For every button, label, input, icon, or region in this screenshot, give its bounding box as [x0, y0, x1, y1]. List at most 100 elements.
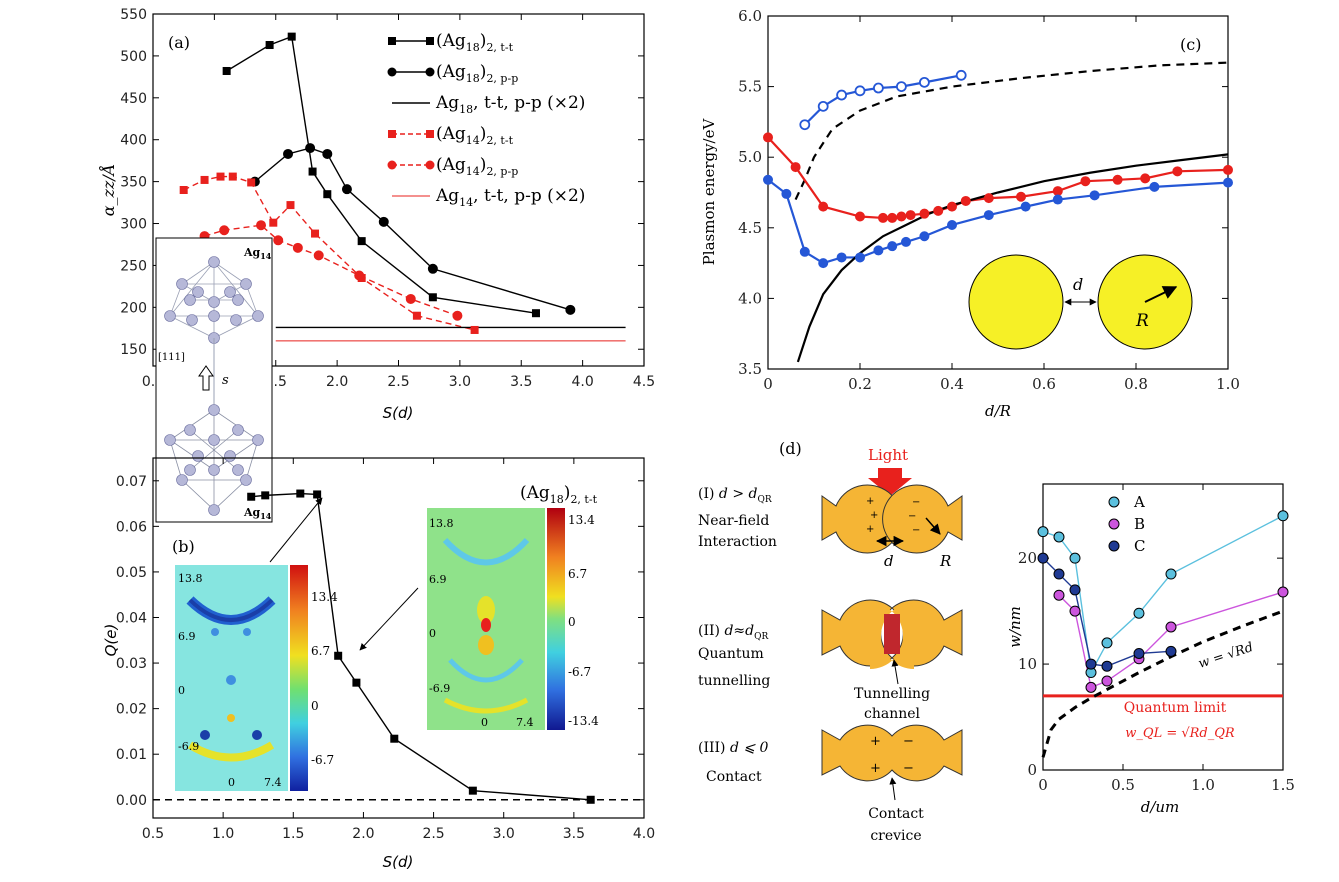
- cluster-inset: Ag14 Ag14 [111] s: [155, 237, 273, 523]
- pointer-arrow-icon: [359, 587, 419, 651]
- y-tick-label: 0: [1027, 761, 1037, 779]
- charge-map-right-ring: [448, 658, 524, 683]
- schematic-row-tunnelling: (II) d≈dQR Quantum tunnelling Tunnelling…: [698, 599, 963, 722]
- data-point: [1053, 568, 1065, 580]
- legend-sub: 18: [459, 103, 473, 116]
- data-point: [1020, 201, 1031, 212]
- y-tick-label: 200: [120, 300, 147, 316]
- legend-marker: [425, 67, 435, 77]
- data-point: [313, 250, 324, 261]
- row-gap-label: d: [884, 552, 894, 570]
- data-point: [412, 311, 421, 320]
- charge-map-right-tick: 0: [481, 716, 488, 729]
- legend-marker: [1108, 540, 1120, 552]
- series-line: [794, 61, 1229, 201]
- data-point: [354, 270, 365, 281]
- panel-d-xlabel: d/um: [1141, 798, 1180, 816]
- cluster-separation-label: s: [222, 373, 229, 388]
- charge-sign: +: [866, 524, 874, 535]
- panel-b-ticks: 0.5 1.0 1.5 2.0 2.5 3.0 3.5 4.0 0.00 0.01 0.02 0.03…: [116, 458, 655, 842]
- data-point: [873, 245, 884, 256]
- atom: [164, 310, 176, 322]
- charge-map-left-cbar-tick: 0: [311, 699, 319, 713]
- dimer-radius-label: R: [1135, 311, 1149, 331]
- data-point: [855, 211, 865, 222]
- data-point: [273, 235, 284, 246]
- legend-text: Ag: [435, 186, 459, 206]
- atom: [240, 474, 252, 486]
- data-point: [427, 263, 438, 274]
- data-point: [817, 100, 829, 112]
- y-tick-label: 300: [120, 217, 147, 233]
- data-point: [200, 175, 209, 184]
- x-tick-label: 0.5: [1111, 776, 1135, 794]
- callout-text: Contact: [868, 806, 924, 822]
- tunnelling-channel: [884, 614, 900, 654]
- x-tick-label: 1.0: [1191, 776, 1215, 794]
- y-tick-label: 500: [120, 49, 147, 65]
- data-point: [1165, 645, 1177, 657]
- data-point: [1053, 589, 1065, 601]
- x-tick-label: 1.0: [1216, 375, 1240, 393]
- charge-map-left-cbar-tick: 6.7: [311, 644, 330, 658]
- x-tick-label: 3.5: [510, 374, 532, 390]
- y-tick-label: 4.5: [738, 219, 762, 237]
- atom: [184, 294, 196, 306]
- series-line: [254, 147, 571, 311]
- data-point: [565, 304, 576, 315]
- charge-map-left-blob: [243, 628, 251, 636]
- y-tick-label: 0.07: [116, 474, 147, 490]
- data-point: [854, 85, 866, 97]
- charge-map-left-blob: [200, 730, 210, 740]
- data-point: [983, 210, 994, 221]
- y-tick-label: 450: [120, 91, 147, 107]
- panel-d-legend: ABC: [1108, 493, 1145, 555]
- panel-b-xlabel: S(d): [383, 853, 414, 871]
- data-point: [887, 241, 898, 252]
- legend-marker: [387, 67, 397, 77]
- y-tick-label: 20: [1018, 549, 1037, 567]
- charge-map-left-blob: [226, 675, 236, 685]
- legend-entry: B: [1134, 515, 1145, 533]
- panel-a-lines: [183, 35, 626, 342]
- legend-marker: [426, 130, 434, 138]
- panel-a-ylabel: α_zz/Å: [98, 164, 118, 217]
- series-line: [767, 136, 1229, 220]
- legend-text: (Ag: [436, 124, 466, 144]
- data-point: [261, 491, 270, 500]
- data-point: [265, 41, 274, 50]
- atom: [192, 286, 204, 298]
- cluster-direction-label: [111]: [158, 352, 185, 363]
- charge-map-left-cbar-tick: 13.4: [311, 590, 338, 604]
- y-tick-label: 5.0: [738, 148, 762, 166]
- legend-entry: C: [1134, 537, 1145, 555]
- legend-entry: (Ag14)2, p-p: [436, 155, 518, 178]
- data-point: [1277, 510, 1289, 522]
- data-point: [790, 162, 801, 173]
- data-point: [468, 786, 477, 795]
- panel-c-label: (c): [1180, 35, 1201, 54]
- data-point: [1277, 586, 1289, 598]
- dimer-gap-label: d: [1073, 275, 1083, 294]
- atom: [208, 464, 220, 476]
- cluster-top-label: Ag14: [243, 246, 272, 261]
- charge-map-left-colorbar: [290, 565, 308, 791]
- panel-b-label: (b): [172, 537, 195, 556]
- data-point: [933, 205, 944, 216]
- data-point: [983, 193, 994, 204]
- x-tick-label: 1.0: [212, 826, 234, 842]
- nanoparticle-right: [882, 484, 963, 554]
- charge-map-right-arc: [442, 537, 530, 566]
- y-tick-label: 4.0: [738, 289, 762, 307]
- x-tick-label: 3.0: [449, 374, 471, 390]
- atom: [232, 424, 244, 436]
- data-point: [905, 210, 916, 221]
- data-point: [357, 237, 366, 246]
- x-tick-label: 4.0: [571, 374, 593, 390]
- y-tick-label: 6.0: [738, 7, 762, 25]
- panel-c: 0 0.2 0.4 0.6 0.8 1.0 3.5 4.0 4.5 5.0 5.5 6.0 (c) d…: [700, 7, 1240, 420]
- data-point: [1089, 190, 1100, 201]
- charge-map-left-blob: [227, 714, 235, 722]
- legend-text: (Ag: [436, 62, 466, 82]
